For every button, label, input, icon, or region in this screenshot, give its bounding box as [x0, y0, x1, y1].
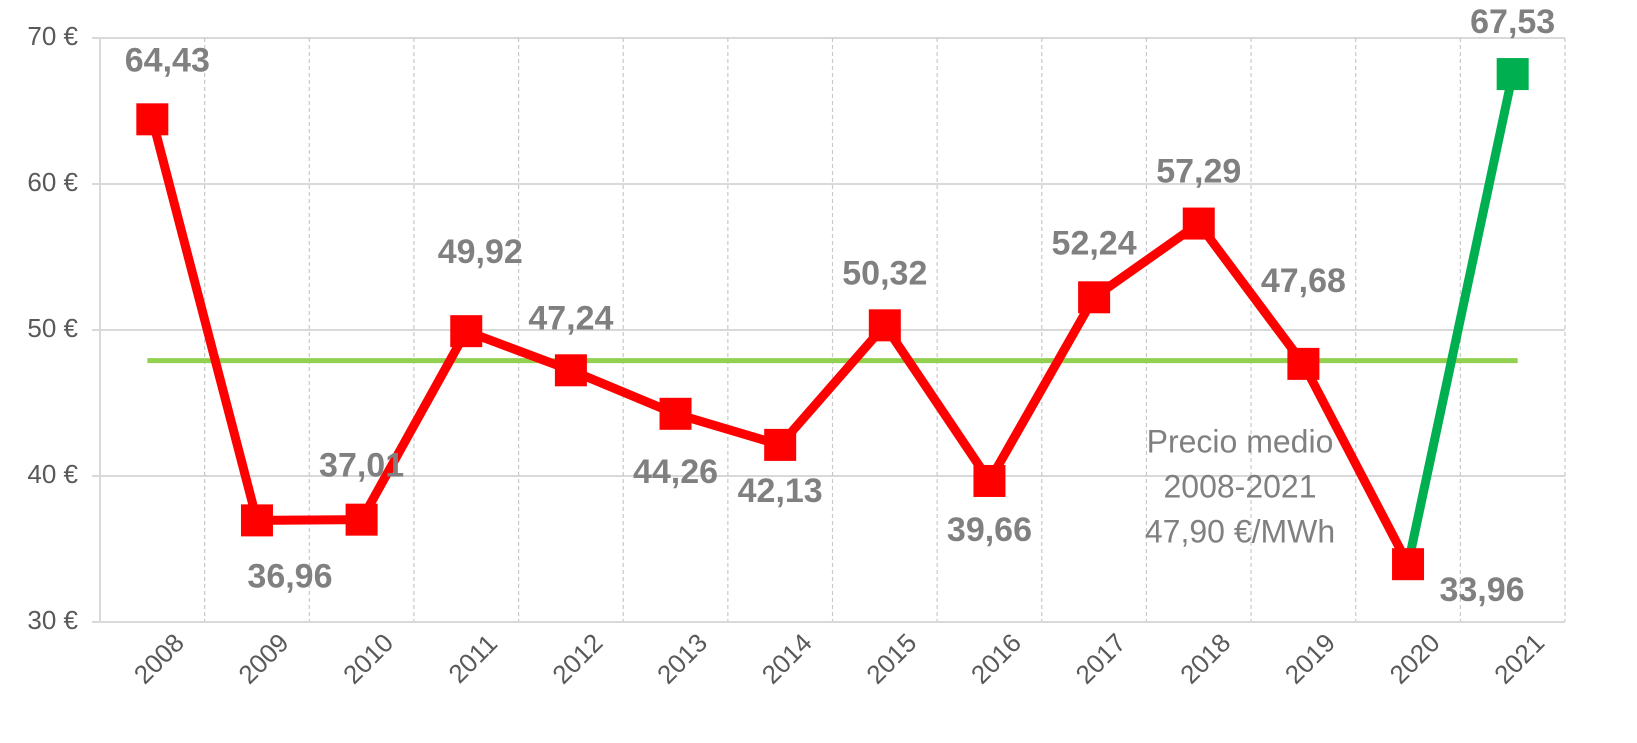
line-segment [1403, 73, 1518, 566]
marker [1182, 207, 1215, 240]
marker [1078, 281, 1111, 314]
annotation: 2008-2021 [1163, 468, 1316, 504]
x-tick-label: 2014 [756, 627, 818, 689]
x-tick-label: 2016 [965, 627, 1027, 689]
marker [240, 504, 273, 537]
value-label: 37,01 [319, 447, 404, 485]
x-tick-label: 2017 [1070, 627, 1132, 689]
x-tick-label: 2020 [1383, 627, 1445, 689]
marker [345, 503, 378, 536]
x-tick-label: 2019 [1279, 627, 1341, 689]
marker [659, 397, 692, 430]
x-tick-label: 2010 [337, 627, 399, 689]
x-tick-label: 2008 [128, 627, 190, 689]
marker [973, 464, 1006, 497]
value-label: 36,96 [247, 557, 332, 595]
x-tick-label: 2018 [1174, 627, 1236, 689]
value-label: 44,26 [633, 453, 718, 491]
y-tick-label: 60 € [27, 167, 78, 197]
marker [450, 315, 483, 348]
x-tick-label: 2011 [442, 628, 503, 689]
x-tick-label: 2015 [860, 627, 922, 689]
value-label: 64,43 [125, 41, 210, 79]
value-label: 33,96 [1439, 571, 1524, 609]
value-label: 47,24 [528, 299, 613, 337]
marker [868, 309, 901, 342]
marker [554, 354, 587, 387]
x-tick-label: 2009 [232, 627, 294, 689]
y-tick-label: 30 € [27, 605, 78, 635]
y-tick-label: 40 € [27, 459, 78, 489]
value-label: 47,68 [1261, 262, 1346, 300]
marker [1496, 58, 1529, 91]
annotation: Precio medio [1147, 423, 1334, 459]
value-label: 67,53 [1470, 3, 1555, 41]
marker [136, 103, 169, 136]
y-tick-label: 70 € [27, 21, 78, 51]
value-label: 50,32 [842, 254, 927, 292]
marker [764, 428, 797, 461]
value-label: 42,13 [738, 472, 823, 510]
value-label: 39,66 [947, 511, 1032, 549]
annotation: 47,90 €/MWh [1145, 513, 1335, 549]
x-tick-label: 2021 [1488, 627, 1550, 689]
marker [1287, 347, 1320, 380]
x-tick-label: 2013 [651, 627, 713, 689]
y-tick-label: 50 € [27, 313, 78, 343]
value-label: 52,24 [1052, 224, 1137, 262]
value-label: 49,92 [438, 233, 523, 271]
x-tick-label: 2012 [546, 627, 608, 689]
marker [1392, 548, 1425, 581]
value-label: 57,29 [1156, 153, 1241, 191]
